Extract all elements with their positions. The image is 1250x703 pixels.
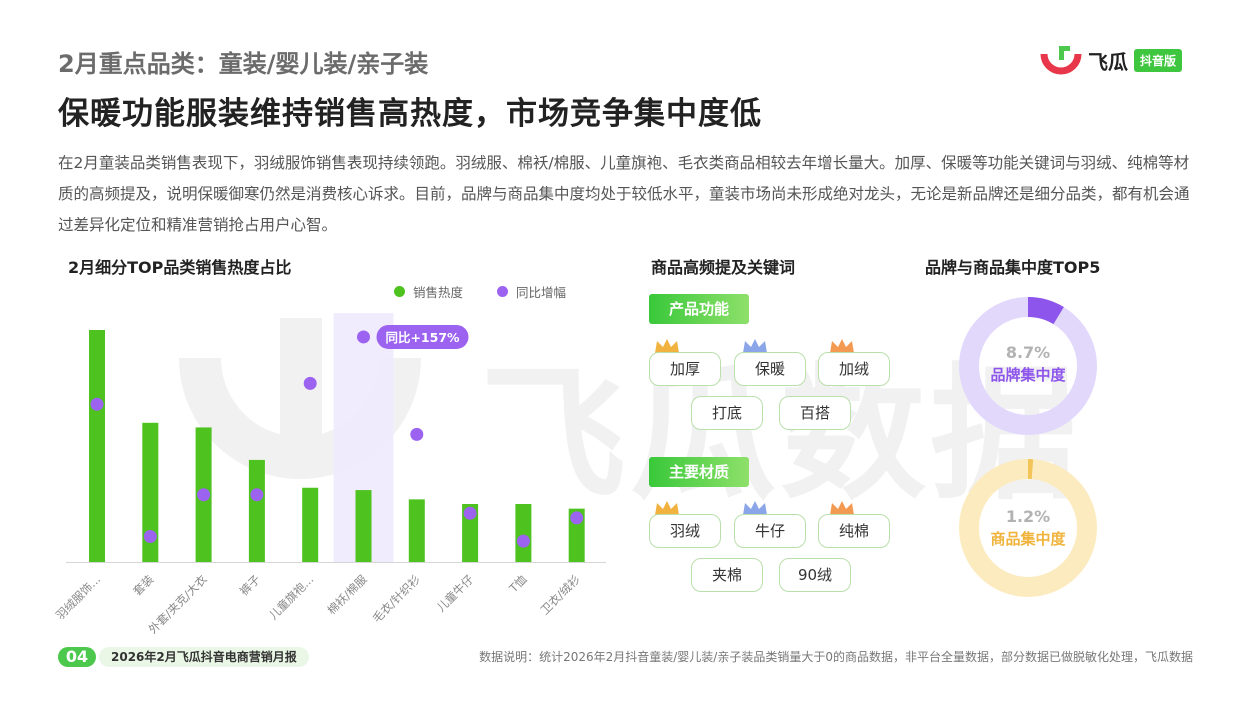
keyword-tag: 羽绒 [649, 514, 721, 548]
page-number: 04 [58, 647, 96, 667]
bar [248, 459, 265, 562]
legend-sales: 销售热度 [394, 282, 463, 301]
brand-name: 飞瓜 [1088, 49, 1128, 74]
donut-brand-label: 品牌集中度 [990, 366, 1066, 384]
growth-callout-text: 同比+157% [385, 330, 460, 345]
crown-icon [830, 501, 854, 515]
data-note: 数据说明：统计2026年2月抖音童装/婴儿装/亲子装品类销量大于0的商品数据，非… [479, 650, 1193, 664]
growth-point [197, 488, 211, 502]
keyword-tag: 百搭 [779, 396, 851, 430]
concentration-title: 品牌与商品集中度TOP5 [925, 258, 1101, 277]
x-tick-label: 儿童牛仔 [434, 572, 477, 615]
x-tick-label: 裤子 [237, 572, 263, 598]
growth-point [303, 376, 317, 390]
donut-product-value: 1.2% [1005, 507, 1051, 526]
keyword-tag: 加厚 [649, 352, 721, 386]
legend-growth: 同比增幅 [497, 282, 566, 301]
brand-tag: 抖音版 [1134, 48, 1183, 72]
x-tick-label: 羽绒服饰... [53, 572, 103, 622]
keyword-tag: 保暖 [734, 352, 806, 386]
keyword-tag: 夹棉 [691, 558, 763, 592]
growth-callout-bg [376, 324, 469, 349]
x-tick-label: 卫衣/绒衫 [538, 572, 583, 617]
keyword-tag: 纯棉 [818, 514, 890, 548]
keywords-title: 商品高频提及关键词 [651, 258, 796, 277]
crown-icon [743, 339, 767, 353]
keyword-tag: 90绒 [779, 558, 851, 592]
bar [462, 504, 479, 562]
crown-icon [655, 339, 679, 353]
x-tick-label: 棉袄/棉服 [324, 572, 370, 618]
keyword-group-material: 主要材质 [649, 457, 749, 487]
x-tick-label: 儿童旗袍... [266, 572, 316, 622]
keyword-group-function: 产品功能 [649, 294, 749, 324]
keyword-tag: 加绒 [818, 352, 890, 386]
growth-point [516, 534, 530, 548]
keyword-tag: 牛仔 [734, 514, 806, 548]
report-name: 2026年2月飞瓜抖音电商营销月报 [99, 647, 309, 667]
legend-sales-label: 销售热度 [413, 285, 464, 300]
crown-icon [743, 501, 767, 515]
crown-icon [830, 339, 854, 353]
x-tick-label: 毛衣/针织衫 [370, 572, 423, 625]
x-tick-label: T恤 [506, 572, 530, 596]
growth-point [90, 397, 104, 411]
bar [302, 487, 319, 562]
page-subtitle: 2月重点品类：童装/婴儿装/亲子装 [58, 50, 429, 78]
growth-point [357, 330, 370, 344]
keyword-tag: 打底 [691, 396, 763, 430]
donut-product [959, 459, 1097, 597]
growth-point [250, 488, 264, 502]
page-title: 保暖功能服装维持销售高热度，市场竞争集中度低 [58, 96, 762, 132]
donut-segment [959, 297, 1097, 435]
bar [515, 504, 532, 562]
brand-logo: 飞瓜 抖音版 [1040, 44, 1183, 76]
growth-point [410, 427, 424, 441]
bar [355, 490, 372, 562]
growth-point [463, 506, 477, 520]
growth-point [570, 511, 584, 525]
x-tick-label: 套装 [130, 572, 157, 599]
growth-point [143, 529, 157, 543]
bar [142, 422, 159, 562]
legend-growth-label: 同比增幅 [516, 285, 567, 300]
donut-brand-value: 8.7% [1005, 343, 1051, 362]
bar [408, 499, 425, 562]
donut-product-label: 商品集中度 [990, 530, 1066, 548]
donut-segment [959, 459, 1097, 597]
chart-title: 2月细分TOP品类销售热度占比 [68, 258, 292, 277]
bar [89, 330, 105, 562]
legend-sales-swatch [394, 286, 405, 297]
donut-brand [959, 297, 1097, 435]
crown-icon [655, 501, 679, 515]
legend-growth-swatch [497, 286, 508, 297]
feigua-logo-icon [1040, 46, 1082, 75]
description-text: 在2月童装品类销售表现下，羽绒服饰销售表现持续领跑。羽绒服、棉袄/棉服、儿童旗袍… [58, 154, 1190, 234]
